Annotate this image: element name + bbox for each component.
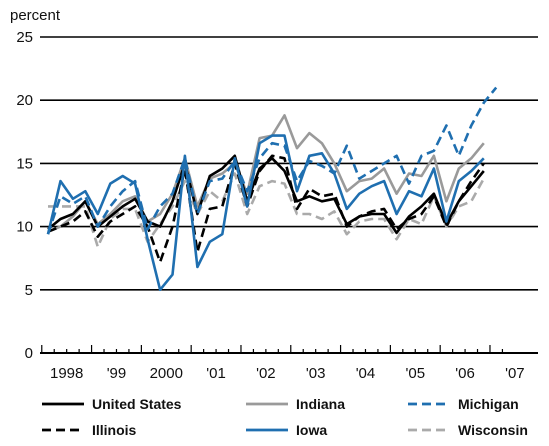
legend-label-united-states: United States	[92, 396, 182, 412]
x-tick-4: '02	[256, 365, 276, 382]
legend: United States Indiana Michigan Illinois Iowa…	[42, 396, 528, 438]
legend-label-indiana: Indiana	[296, 396, 345, 412]
y-tick-15: 15	[16, 155, 33, 172]
series-line-united-states	[47, 154, 485, 235]
series-line-indiana	[47, 114, 485, 233]
x-tick-marks	[41, 345, 504, 353]
legend-label-michigan: Michigan	[458, 396, 519, 412]
y-tick-labels: 0 5 10 15 20 25	[16, 29, 33, 362]
x-tick-0: 1998	[50, 365, 83, 382]
legend-label-wisconsin: Wisconsin	[458, 422, 528, 438]
y-tick-5: 5	[25, 282, 33, 299]
x-tick-8: '06	[455, 365, 475, 382]
y-axis-unit-label: percent	[10, 7, 61, 24]
y-tick-10: 10	[16, 219, 33, 236]
x-tick-9: '07	[505, 365, 525, 382]
x-tick-7: '05	[405, 365, 425, 382]
series-line-illinois	[47, 154, 485, 264]
series-line-iowa	[46, 134, 485, 292]
series-lines	[46, 86, 498, 292]
x-tick-5: '03	[306, 365, 326, 382]
gridlines	[40, 36, 538, 354]
x-tick-2: 2000	[150, 365, 183, 382]
x-tick-labels: 1998 '99 2000 '01 '02 '03 '04 '05 '06 '07	[50, 365, 525, 382]
legend-label-iowa: Iowa	[296, 422, 327, 438]
y-tick-20: 20	[16, 92, 33, 109]
series-line-michigan	[46, 86, 498, 235]
y-tick-25: 25	[16, 29, 33, 46]
legend-label-illinois: Illinois	[92, 422, 137, 438]
y-tick-0: 0	[25, 345, 33, 362]
x-tick-1: '99	[107, 365, 127, 382]
x-tick-6: '04	[356, 365, 376, 382]
x-tick-3: '01	[206, 365, 226, 382]
